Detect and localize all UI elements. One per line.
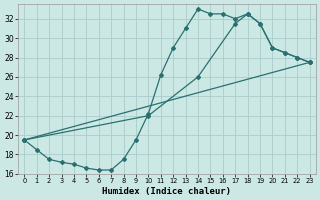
X-axis label: Humidex (Indice chaleur): Humidex (Indice chaleur) bbox=[102, 187, 231, 196]
